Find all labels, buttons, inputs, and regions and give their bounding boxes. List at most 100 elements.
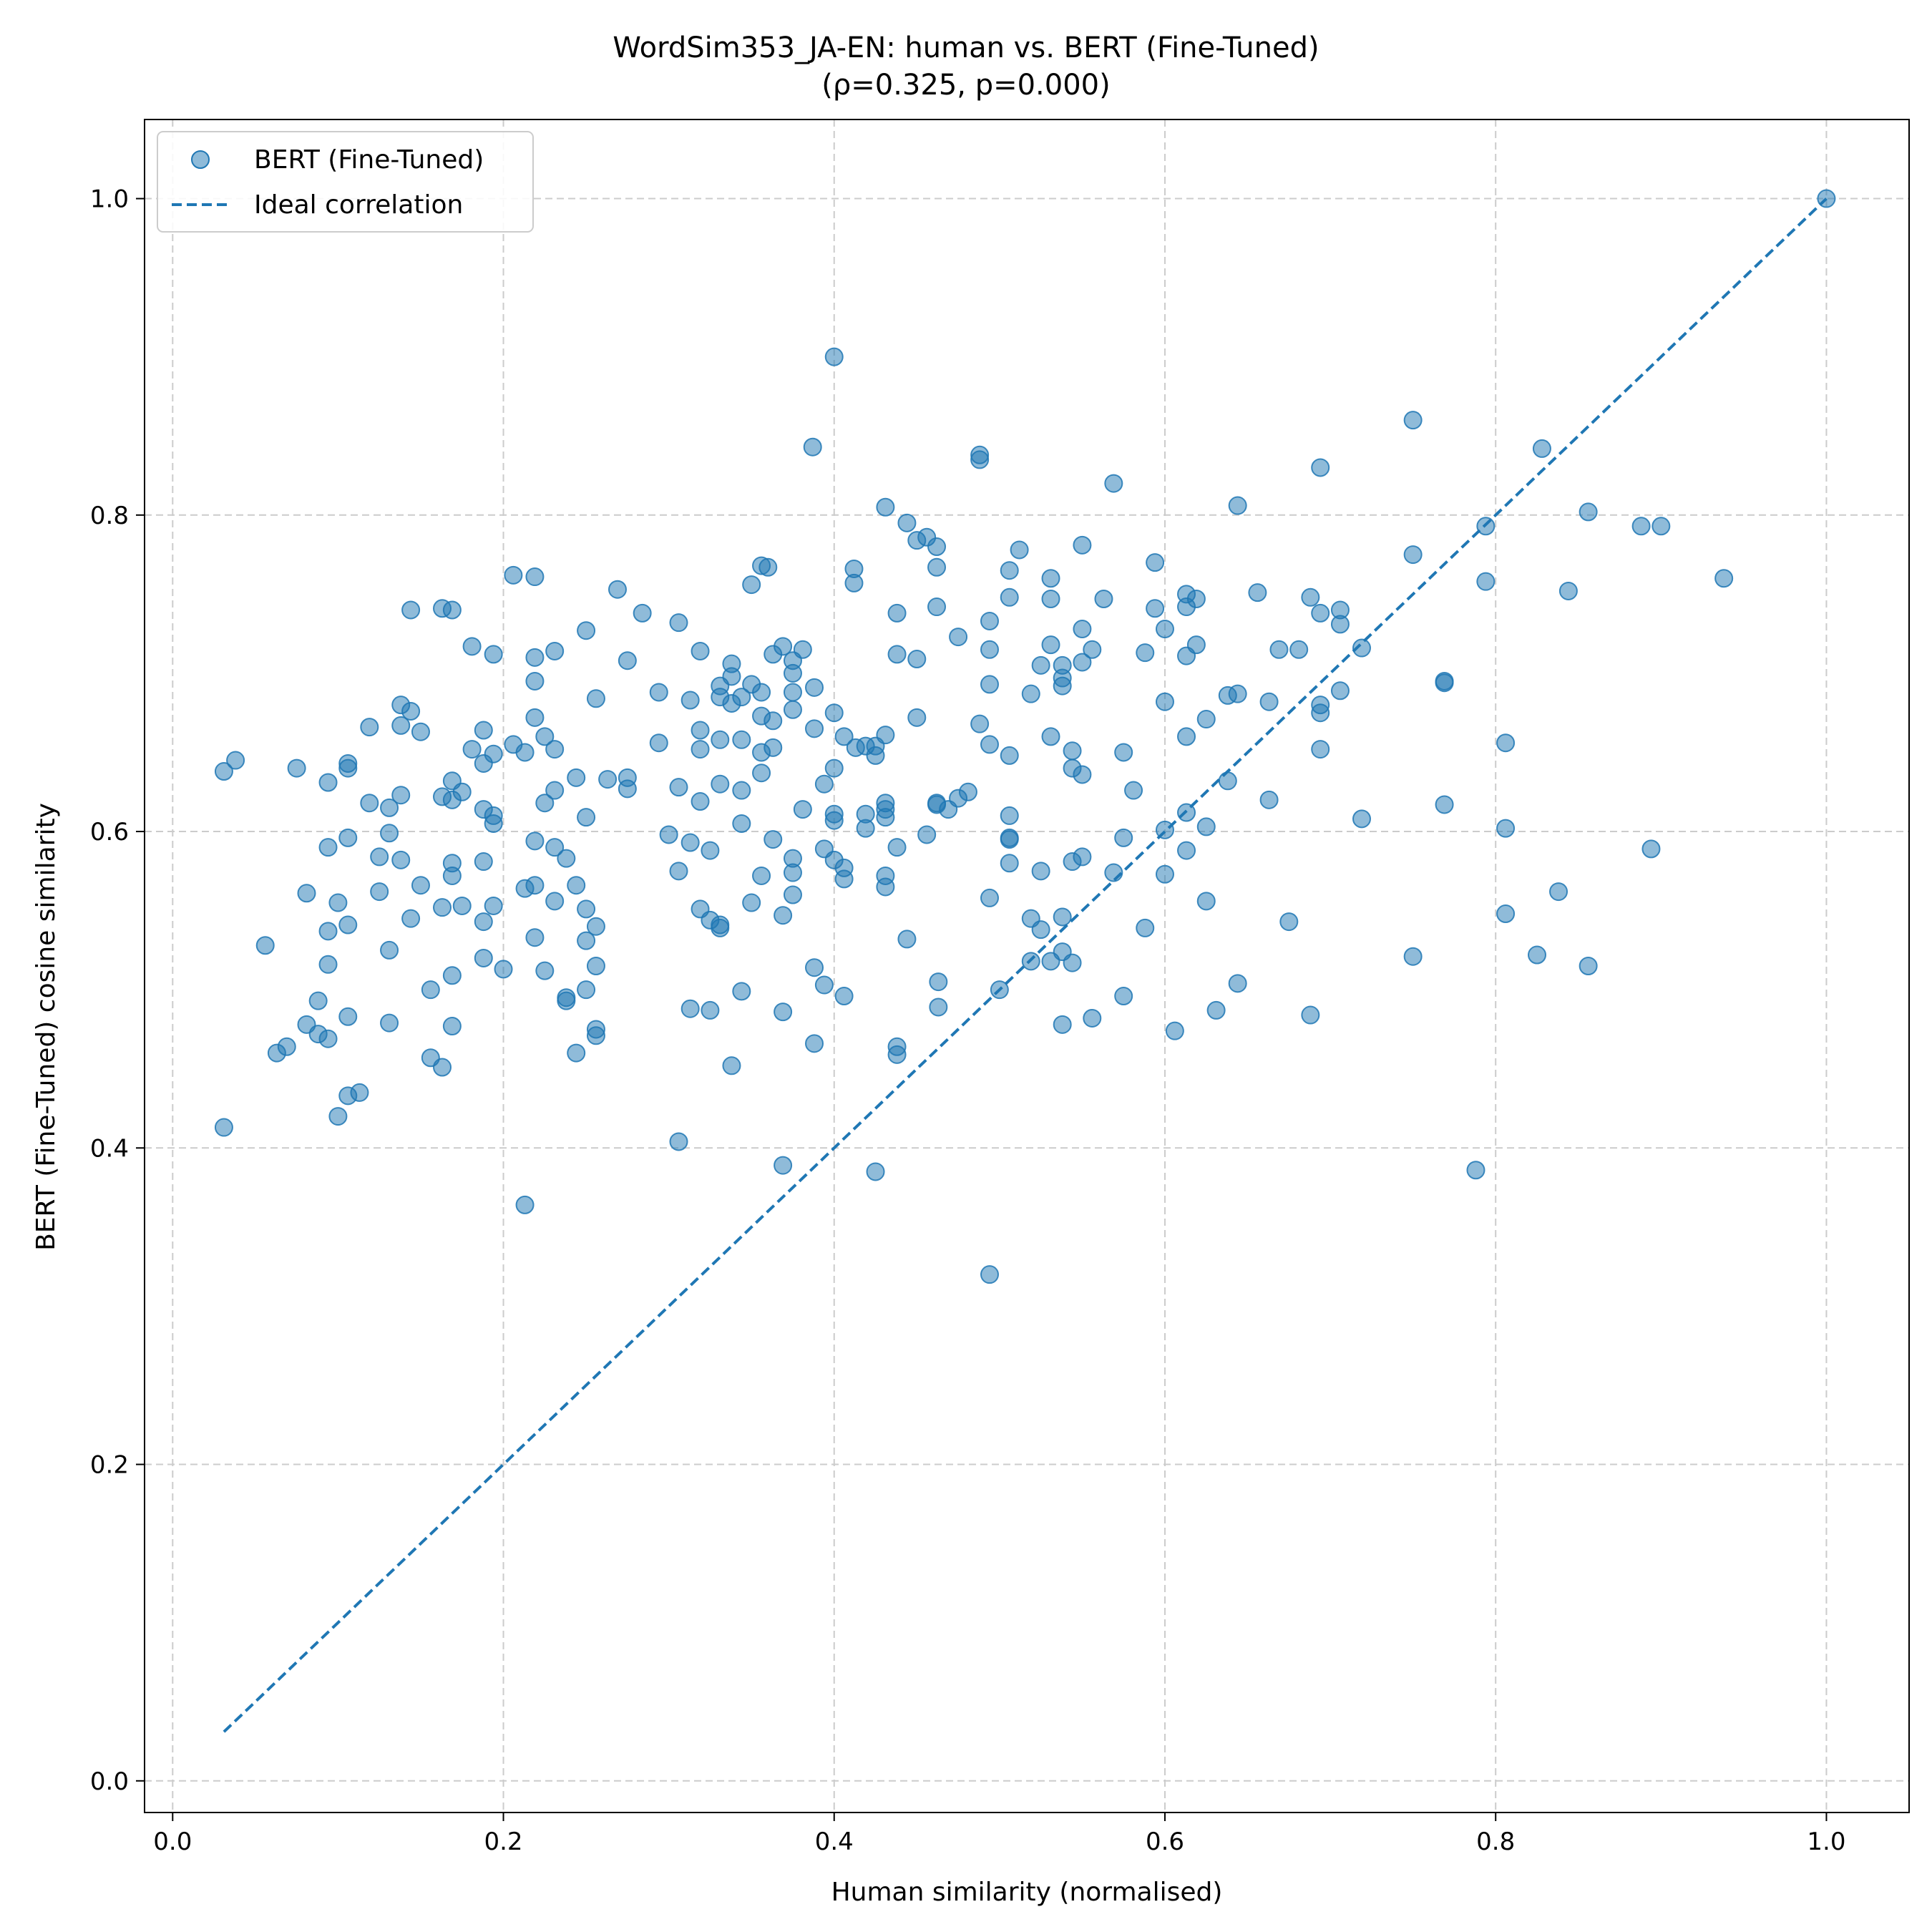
scatter-point xyxy=(1136,643,1155,663)
scatter-point xyxy=(1206,1000,1226,1020)
scatter-point xyxy=(360,718,379,737)
scatter-point xyxy=(474,948,493,967)
scatter-point xyxy=(433,1058,452,1077)
scatter-point xyxy=(876,808,895,827)
y-tick-label: 0.8 xyxy=(90,502,129,530)
scatter-point xyxy=(783,663,802,683)
scatter-point xyxy=(515,743,535,762)
scatter-point xyxy=(1248,583,1267,602)
scatter-point xyxy=(484,896,503,915)
scatter-point xyxy=(442,1017,462,1036)
scatter-point xyxy=(1073,535,1092,555)
scatter-point xyxy=(1301,587,1320,607)
scatter-point xyxy=(1177,803,1196,822)
legend: BERT (Fine-Tuned) Ideal correlation xyxy=(157,131,534,233)
scatter-point xyxy=(545,838,565,857)
scatter-point xyxy=(1041,727,1060,746)
scatter-point xyxy=(897,513,917,532)
scatter-point xyxy=(411,876,430,895)
scatter-point xyxy=(484,645,503,664)
scatter-point xyxy=(803,437,822,457)
scatter-point xyxy=(1124,781,1143,800)
scatter-point xyxy=(887,838,907,857)
scatter-point xyxy=(391,716,411,735)
scatter-point xyxy=(567,768,586,787)
legend-marker-scatter xyxy=(191,150,210,169)
scatter-point xyxy=(380,940,399,960)
scatter-point xyxy=(318,1029,338,1048)
scatter-point xyxy=(1579,957,1598,975)
scatter-point xyxy=(1031,655,1050,675)
scatter-point xyxy=(887,603,907,623)
scatter-point xyxy=(1155,620,1174,639)
scatter-point xyxy=(318,773,338,792)
scatter-point xyxy=(586,917,605,936)
scatter-point xyxy=(1073,620,1092,639)
scatter-point xyxy=(1403,947,1423,966)
scatter-point xyxy=(608,580,627,599)
scatter-point xyxy=(752,763,771,783)
scatter-point xyxy=(442,866,462,885)
scatter-point xyxy=(535,794,555,813)
scatter-point xyxy=(1641,839,1661,859)
scatter-point xyxy=(691,721,710,740)
scatter-point xyxy=(691,740,710,759)
scatter-point xyxy=(277,1037,296,1056)
scatter-point xyxy=(255,936,275,955)
scatter-point xyxy=(1466,1161,1485,1180)
scatter-point xyxy=(763,738,783,757)
scatter-point xyxy=(1000,561,1019,580)
scatter-point xyxy=(1435,673,1454,693)
scatter-point xyxy=(557,991,576,1010)
scatter-point xyxy=(1549,882,1568,902)
scatter-point xyxy=(1073,653,1092,672)
scatter-point xyxy=(1352,638,1372,658)
scatter-point xyxy=(1000,854,1019,873)
scatter-point xyxy=(557,849,576,868)
scatter-point xyxy=(328,893,348,912)
scatter-point xyxy=(980,675,999,694)
scatter-point xyxy=(1021,952,1040,971)
scatter-point xyxy=(1652,517,1671,536)
scatter-point xyxy=(577,931,596,950)
scatter-point xyxy=(1104,474,1123,493)
scatter-point xyxy=(814,774,834,794)
scatter-point xyxy=(1177,727,1196,746)
scatter-point xyxy=(1083,1008,1102,1028)
scatter-point xyxy=(318,955,338,974)
scatter-point xyxy=(1155,692,1174,711)
scatter-point xyxy=(535,727,555,746)
scatter-point xyxy=(525,831,545,851)
scatter-point xyxy=(793,800,812,819)
scatter-point xyxy=(1435,795,1454,814)
scatter-point xyxy=(1289,640,1309,659)
scatter-point xyxy=(1403,411,1423,430)
scatter-point xyxy=(1094,589,1113,608)
scatter-point xyxy=(535,961,555,980)
scatter-point xyxy=(980,1265,999,1284)
scatter-point xyxy=(1000,587,1019,607)
scatter-point xyxy=(680,833,700,852)
scatter-point xyxy=(1177,841,1196,860)
scatter-point xyxy=(732,814,751,833)
scatter-point xyxy=(701,841,720,860)
y-axis-label: BERT (Fine-Tuned) cosine similarity xyxy=(31,803,61,1251)
scatter-point xyxy=(949,628,968,647)
scatter-point xyxy=(545,892,565,911)
scatter-point xyxy=(338,915,358,935)
scatter-point xyxy=(1311,458,1330,477)
scatter-point xyxy=(805,678,824,697)
scatter-point xyxy=(876,497,895,517)
scatter-point xyxy=(1196,892,1216,911)
scatter-point xyxy=(834,987,854,1006)
scatter-point xyxy=(980,888,999,907)
scatter-point xyxy=(380,1013,399,1033)
scatter-point xyxy=(545,781,565,800)
scatter-point xyxy=(411,722,430,741)
scatter-point xyxy=(577,621,596,640)
scatter-point xyxy=(1041,635,1060,655)
scatter-point xyxy=(980,735,999,754)
scatter-point xyxy=(1496,733,1516,753)
scatter-point xyxy=(1532,439,1551,458)
scatter-point xyxy=(1196,710,1216,729)
